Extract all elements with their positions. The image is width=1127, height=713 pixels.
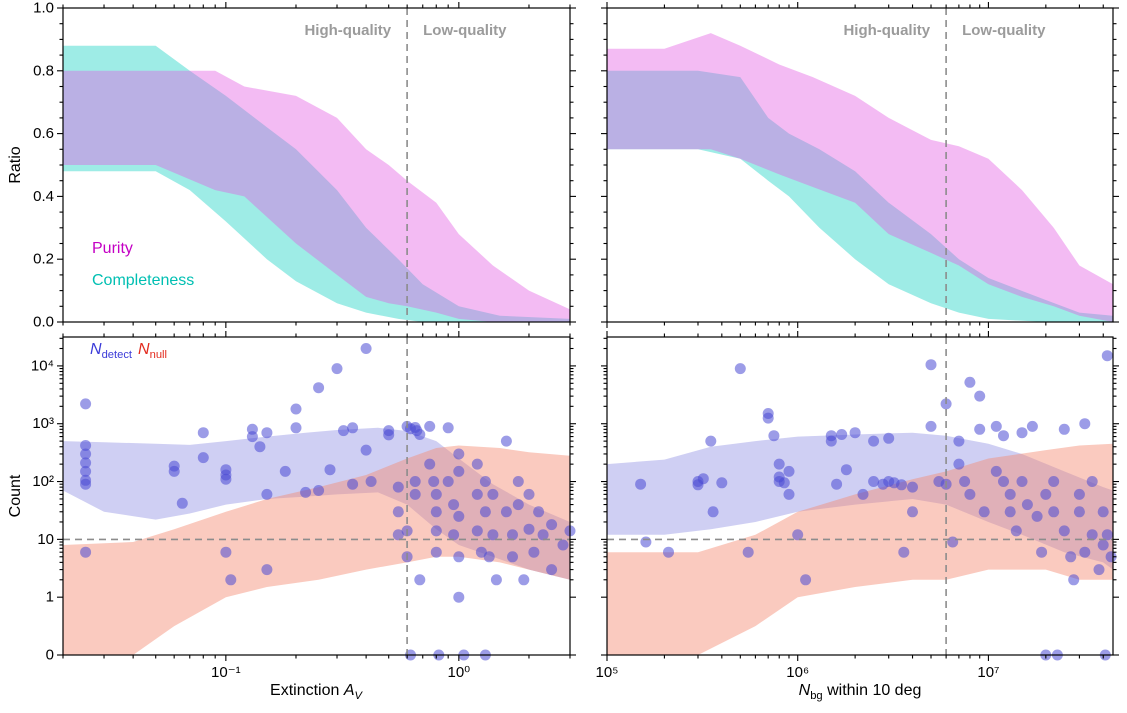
x-axis-label-nbg: Nbg within 10 deg: [799, 682, 922, 702]
bands-layer: [607, 432, 1113, 655]
scatter-points: [635, 350, 1117, 661]
band-n-detect: [607, 432, 1113, 570]
band-completeness: [607, 70, 1113, 322]
annotation-high-quality: High-quality: [843, 22, 930, 39]
y-tick-label: 0.4: [33, 188, 54, 205]
axis-ticks: [57, 2, 576, 328]
y-tick-label: 10³: [32, 415, 54, 432]
annotation-low-quality: Low-quality: [962, 22, 1046, 39]
x-label-variable: N: [798, 682, 811, 699]
panel-frame: [606, 336, 1114, 656]
x-label-variable: A: [343, 682, 355, 699]
x-tick-label: 10⁷: [977, 664, 999, 681]
band-purity: [63, 70, 570, 322]
x-label-suffix: within 10 deg: [822, 682, 922, 699]
x-label-subscript: V: [354, 690, 362, 703]
band-completeness: [63, 45, 570, 322]
bands-layer: [63, 45, 570, 322]
legend-completeness: Completeness: [92, 272, 195, 289]
y-tick-label: 0: [46, 647, 54, 664]
y-tick-label: 0.2: [33, 251, 54, 268]
axis-ticks: [601, 331, 1119, 661]
x-tick-label: 10⁵: [596, 664, 619, 681]
band-purity: [607, 33, 1113, 322]
y-tick-label: 0.0: [33, 314, 54, 331]
legend-ndetect: Ndetect: [90, 341, 133, 362]
y-axis-label-count: Count: [7, 474, 24, 518]
x-tick-label: 10⁶: [786, 664, 809, 681]
band-n-null: [607, 443, 1113, 655]
x-label-prefix: Extinction: [270, 682, 344, 699]
axis-ticks: [57, 331, 576, 661]
annotation-low-quality: Low-quality: [423, 22, 507, 39]
legend-counts: Ndetect Nnull: [90, 341, 167, 361]
y-tick-label: 10⁴: [31, 357, 54, 374]
bands-layer: [63, 427, 570, 655]
y-tick-label: 0.8: [33, 62, 54, 79]
x-tick-label: 10⁻¹: [211, 664, 241, 681]
y-tick-label: 1: [46, 589, 54, 606]
y-axis-label-ratio: Ratio: [7, 146, 24, 184]
panel-frame: [62, 336, 571, 656]
x-tick-label: 10⁰: [447, 664, 470, 681]
y-tick-label: 10: [37, 531, 54, 548]
y-tick-label: 10²: [32, 473, 54, 490]
band-n-detect: [63, 427, 570, 580]
annotation-high-quality: High-quality: [304, 22, 391, 39]
legend-nnull: Nnull: [138, 341, 168, 362]
bands-layer: [607, 33, 1113, 322]
axis-ticks: [601, 2, 1119, 328]
x-axis-label-extinction: Extinction AV: [270, 682, 362, 702]
y-tick-label: 0.6: [33, 125, 54, 142]
y-tick-label: 1.0: [33, 0, 54, 17]
band-n-null: [63, 445, 570, 655]
legend-purity: Purity: [92, 240, 133, 257]
x-label-subscript: bg: [810, 690, 823, 703]
